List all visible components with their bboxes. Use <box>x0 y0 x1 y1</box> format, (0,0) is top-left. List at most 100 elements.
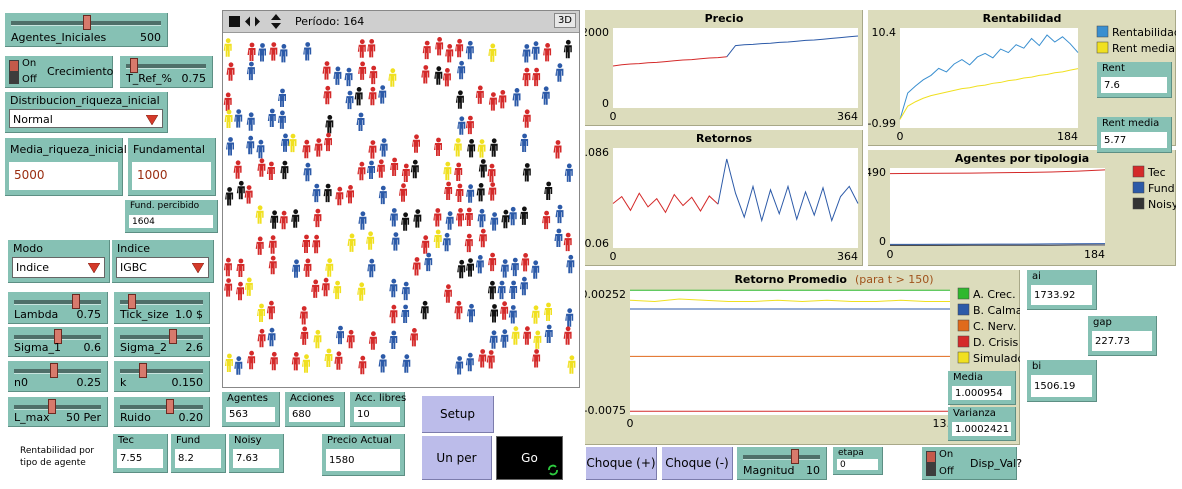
slider[interactable]: n0 0.25 <box>8 361 108 392</box>
slider-track <box>120 300 203 305</box>
agent-head <box>545 43 550 48</box>
slider[interactable]: T_Ref_% 0.75 <box>120 56 213 88</box>
agent-figure <box>465 352 474 372</box>
slider[interactable]: Sigma_2 2.6 <box>114 327 210 357</box>
agent-body <box>501 215 510 229</box>
agent-head <box>336 351 342 357</box>
agent-head <box>348 185 353 190</box>
slider[interactable]: Agentes_Iniciales 500 <box>5 13 168 47</box>
agent-head <box>524 109 530 115</box>
agent-head <box>466 207 472 213</box>
slider-track <box>120 369 203 374</box>
switch-track <box>9 60 19 84</box>
agent-head <box>525 326 530 332</box>
agent-body <box>323 189 332 203</box>
legend-label: Noisy <box>1148 198 1176 211</box>
agent-body <box>234 114 243 128</box>
chooser[interactable]: Distribucion_riqueza_inicial Normal <box>5 92 168 133</box>
chooser-label: Modo <box>13 242 43 255</box>
agent-head <box>304 139 310 145</box>
slider[interactable]: L_max 50 Per <box>8 397 108 427</box>
agent-figure <box>344 67 353 87</box>
slider[interactable]: Sigma_1 0.6 <box>8 327 108 357</box>
agent-body <box>225 192 234 206</box>
agent-head <box>347 90 353 96</box>
agent-figure <box>555 63 564 82</box>
slider[interactable]: Lambda 0.75 <box>8 292 108 324</box>
agent-figure <box>512 88 521 107</box>
agent-figure <box>488 43 497 62</box>
agent-figure <box>288 133 297 153</box>
agent-head <box>360 355 366 361</box>
agent-figure <box>389 278 398 298</box>
rotate-icon <box>271 14 281 29</box>
agent-figure <box>321 277 330 297</box>
agent-head <box>323 277 329 283</box>
agent-body <box>257 309 265 322</box>
plot-line <box>899 34 1079 120</box>
switch[interactable]: On Off Disp_Val? <box>922 447 1022 480</box>
agent-body <box>488 48 497 62</box>
slider[interactable]: k 0.150 <box>114 361 210 392</box>
slider[interactable]: Magnitud 10 <box>737 447 827 480</box>
button[interactable]: Un per <box>422 436 492 480</box>
go-button[interactable]: Go <box>496 436 563 480</box>
input[interactable]: Fundamental 1000 <box>128 138 216 196</box>
agent-figure <box>325 115 334 134</box>
button[interactable]: Setup <box>422 396 494 433</box>
agent-figure <box>299 306 308 325</box>
agent-body <box>509 286 518 299</box>
agent-body <box>455 361 464 375</box>
agent-figure <box>357 282 366 301</box>
agent-head <box>380 354 386 359</box>
chooser[interactable]: Indice IGBC <box>112 240 214 283</box>
agent-body <box>465 121 474 135</box>
x-tick-label: 184 <box>1084 248 1105 261</box>
chooser-box: Indice <box>12 257 105 278</box>
agent-figure <box>302 139 311 159</box>
switch-off: Off <box>939 466 954 477</box>
agent-head <box>500 90 506 95</box>
agent-head <box>456 300 462 306</box>
agent-figure <box>424 252 433 272</box>
chooser[interactable]: Modo Indice <box>8 240 110 283</box>
slider-label: Agentes_Iniciales <box>11 31 107 44</box>
agent-body <box>522 73 531 87</box>
agent-head <box>455 138 461 143</box>
view-3d-button[interactable]: 3D <box>553 13 576 28</box>
agent-body <box>325 120 334 134</box>
agent-figure <box>246 61 255 81</box>
agent-figure <box>366 231 375 250</box>
button[interactable]: Choque (-) <box>662 447 733 480</box>
agent-body <box>346 190 354 204</box>
switch-knob <box>927 452 935 462</box>
monitor: Fund. percibido 1604 <box>125 200 218 233</box>
agent-body <box>324 354 333 367</box>
slider[interactable]: Ruido 0.20 <box>114 397 210 427</box>
agent-figure <box>445 211 454 230</box>
agent-figure <box>443 161 452 181</box>
slider[interactable]: Tick_size 1.0 $ <box>114 292 210 324</box>
agent-body <box>288 139 297 153</box>
agent-figure <box>368 331 377 350</box>
monitor-label: Fund <box>176 435 201 446</box>
chooser-box: Normal <box>9 109 163 128</box>
switch[interactable]: On Off Crecimiento <box>5 56 113 88</box>
agent-figure <box>508 305 517 324</box>
agent-body <box>389 213 398 227</box>
agent-figure <box>234 109 243 128</box>
agent-figure <box>465 115 474 135</box>
agent-body <box>346 335 355 349</box>
agent-head <box>436 66 442 72</box>
legend-label: Fund <box>1148 182 1175 195</box>
agent-head <box>369 258 375 264</box>
agent-head <box>228 62 234 68</box>
agent-head <box>228 137 233 142</box>
agent-figure <box>522 44 531 63</box>
input[interactable]: Media_riqueza_inicial 5000 <box>5 138 127 196</box>
chooser-arrow-shape <box>146 115 158 125</box>
agent-head <box>565 39 571 45</box>
button[interactable]: Choque (+) <box>586 447 657 480</box>
slider-track <box>120 335 203 340</box>
agent-body <box>369 71 378 85</box>
